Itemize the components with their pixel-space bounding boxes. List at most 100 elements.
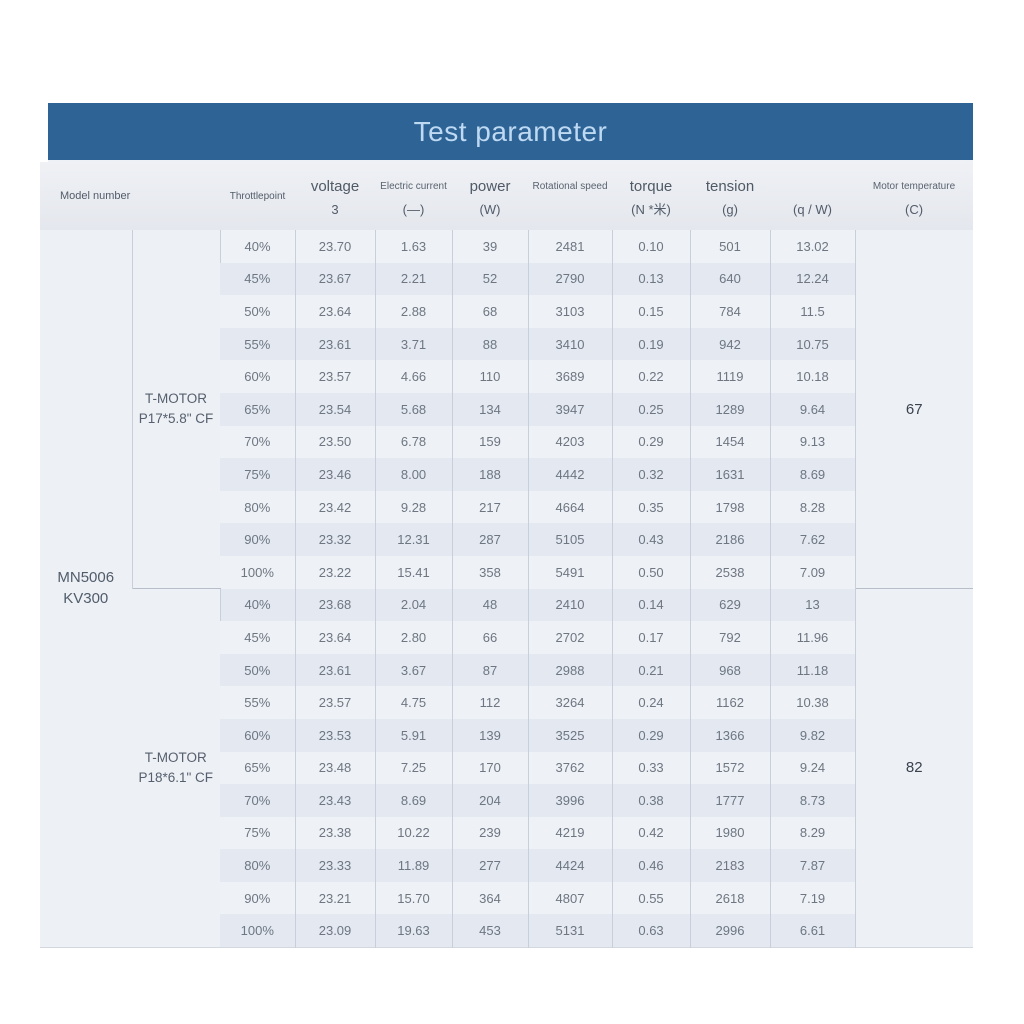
value-cell: 12.31: [374, 523, 453, 556]
value-cell: 3947: [527, 392, 613, 426]
value-cell: 7.62: [769, 523, 856, 556]
value-cell: 6.78: [374, 425, 453, 459]
table-row: 80% 23.42 9.28 217 4664 0.35 1798 8.28: [40, 490, 973, 524]
value-cell: 4219: [527, 816, 613, 850]
value-cell: 68: [451, 295, 529, 328]
table-row: 75% 23.46 8.00 188 4442 0.32 1631 8.69: [40, 458, 973, 491]
value-cell: 23.67: [294, 262, 376, 296]
value-cell: 4424: [527, 849, 613, 882]
table-row: 70% 23.50 6.78 159 4203 0.29 1454 9.13: [40, 425, 973, 459]
value-cell: 6.61: [769, 914, 856, 948]
value-cell: 23.61: [294, 327, 376, 361]
value-cell: 134: [451, 392, 529, 426]
value-cell: 39: [451, 230, 529, 263]
value-cell: 1.63: [374, 230, 453, 263]
value-cell: 11.89: [374, 849, 453, 882]
value-cell: 70%: [220, 784, 296, 817]
value-cell: 45%: [220, 262, 296, 296]
value-cell: 784: [689, 295, 771, 328]
header-col-5: tension (g): [690, 162, 771, 230]
value-cell: 0.55: [611, 881, 691, 915]
value-cell: 1119: [689, 360, 771, 393]
value-cell: 23.09: [294, 914, 376, 948]
value-cell: 7.19: [769, 881, 856, 915]
header-col-label: Motor temperature: [872, 181, 956, 193]
value-cell: 3762: [527, 751, 613, 785]
value-cell: 0.22: [611, 360, 691, 393]
header-col-3: Rotational speed: [528, 162, 613, 230]
value-cell: 287: [451, 523, 529, 556]
value-cell: 65%: [220, 751, 296, 785]
header-col-unit: [528, 201, 612, 219]
value-cell: 8.69: [374, 784, 453, 817]
value-cell: 80%: [220, 490, 296, 524]
table-header: Model number Throttlepoint voltage 3 Elect…: [40, 162, 974, 230]
value-cell: 8.73: [769, 784, 856, 817]
value-cell: 8.69: [769, 458, 856, 491]
value-cell: 0.29: [611, 718, 691, 752]
value-cell: 110: [451, 360, 529, 393]
value-cell: 15.70: [374, 881, 453, 915]
value-cell: 139: [451, 718, 529, 752]
header-col-label: Electric current: [380, 181, 447, 193]
value-cell: 2538: [689, 555, 771, 589]
value-cell: 1162: [689, 686, 771, 719]
table-row: 70% 23.43 8.69 204 3996 0.38 1777 8.73: [40, 784, 973, 817]
table-title: Test parameter: [413, 115, 608, 147]
value-cell: 2410: [527, 588, 613, 622]
header-col-unit: (q / W): [793, 202, 833, 217]
value-cell: 75%: [220, 816, 296, 850]
motor-temperature-cell: 82: [854, 588, 974, 948]
header-col-1: Electric current (—): [375, 162, 453, 230]
value-cell: 23.61: [294, 653, 376, 687]
value-cell: 2186: [689, 523, 771, 556]
value-cell: 23.57: [294, 360, 376, 393]
value-cell: 4664: [527, 490, 613, 524]
value-cell: 10.38: [769, 686, 856, 719]
value-cell: 12.24: [769, 262, 856, 296]
test-parameter-table: Test parameter Model number Throttlepoin…: [40, 103, 974, 948]
value-cell: 7.25: [374, 751, 453, 785]
value-cell: 4442: [527, 458, 613, 491]
table-row: 80% 23.33 11.89 277 4424 0.46 2183 7.87: [40, 849, 973, 882]
table-row: 55% 23.61 3.71 88 3410 0.19 942 10.75: [40, 327, 973, 361]
value-cell: 2.21: [374, 262, 453, 296]
value-cell: 0.24: [611, 686, 691, 719]
value-cell: 453: [451, 914, 529, 948]
value-cell: 2996: [689, 914, 771, 948]
value-cell: 9.82: [769, 718, 856, 752]
header-col-label: power: [469, 178, 511, 196]
value-cell: 629: [689, 588, 771, 622]
header-col-unit: (g): [722, 202, 738, 217]
value-cell: 0.38: [611, 784, 691, 817]
value-cell: 5.68: [374, 392, 453, 426]
value-cell: 0.17: [611, 621, 691, 654]
header-col-label: tension: [705, 178, 755, 196]
value-cell: 45%: [220, 621, 296, 654]
value-cell: 11.96: [769, 621, 856, 654]
table-row: 45% 23.67 2.21 52 2790 0.13 640 12.24: [40, 262, 973, 296]
value-cell: 9.13: [769, 425, 856, 459]
header-col-4: torque (N *米): [612, 162, 691, 230]
value-cell: 87: [451, 653, 529, 687]
value-cell: 3.67: [374, 653, 453, 687]
header-col-label: Rotational speed: [532, 181, 608, 193]
value-cell: 1366: [689, 718, 771, 752]
header-row: Model number Throttlepoint voltage 3 Elect…: [40, 162, 974, 230]
value-cell: 100%: [220, 914, 296, 948]
value-cell: 0.33: [611, 751, 691, 785]
header-col-7: Motor temperature (C): [855, 162, 974, 230]
header-col-unit: 3: [331, 202, 339, 217]
value-cell: 277: [451, 849, 529, 882]
value-cell: 80%: [220, 849, 296, 882]
value-cell: 159: [451, 425, 529, 459]
value-cell: 0.14: [611, 588, 691, 622]
value-cell: 0.13: [611, 262, 691, 296]
table-row: 90% 23.21 15.70 364 4807 0.55 2618 7.19: [40, 881, 973, 915]
value-cell: 48: [451, 588, 529, 622]
value-cell: 5491: [527, 555, 613, 589]
value-cell: 2481: [527, 230, 613, 263]
value-cell: 9.64: [769, 392, 856, 426]
value-cell: 60%: [220, 360, 296, 393]
